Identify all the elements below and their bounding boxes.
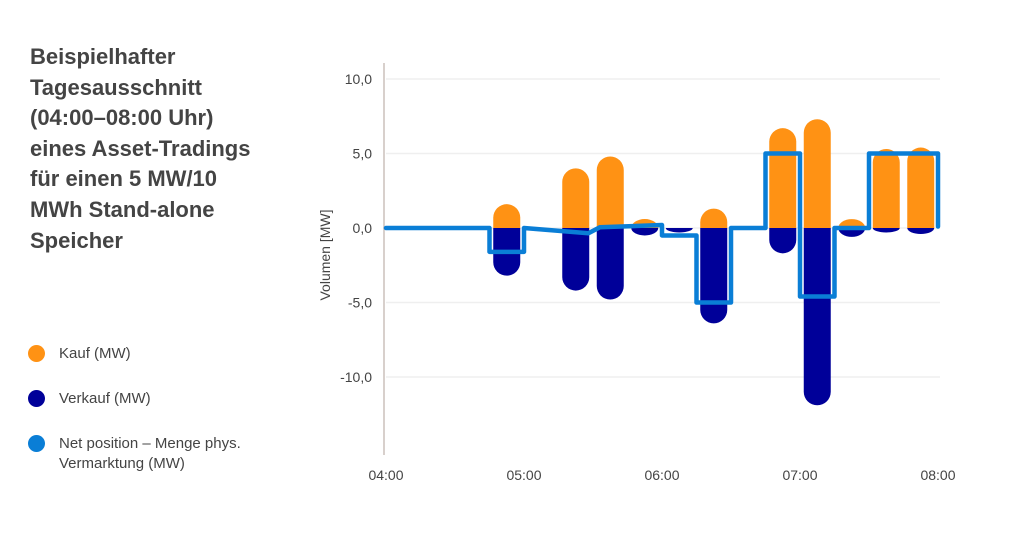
bar-verkauf <box>700 228 728 324</box>
bar-verkauf <box>803 228 831 406</box>
y-tick-label: -10,0 <box>340 369 372 385</box>
legend-item-net-position: Net position – Menge phys. Vermarktung (… <box>28 434 241 474</box>
title-line: Speicher <box>30 227 123 253</box>
bar-verkauf <box>631 228 659 236</box>
title-line: Beispielhafter <box>30 44 176 69</box>
legend-item-kauf: Kauf (MW) <box>28 344 131 364</box>
bar-kauf <box>872 149 900 228</box>
title-line: eines Asset-Tradings <box>30 135 251 161</box>
x-tick-label: 08:00 <box>920 467 955 483</box>
bar-kauf <box>493 204 521 228</box>
net-position-line <box>383 151 941 305</box>
x-tick-label: 06:00 <box>644 467 679 483</box>
x-tick-label: 04:00 <box>368 467 403 483</box>
legend-label: Verkauf (MW) <box>59 390 151 407</box>
legend-label-line: Net position – Menge phys. <box>59 435 241 452</box>
legend-label-line: Vermarktung (MW) <box>59 455 185 472</box>
legend-swatch-verkauf <box>28 390 45 407</box>
y-tick-label: -5,0 <box>348 295 372 311</box>
bar-kauf <box>769 128 797 228</box>
legend-swatch-net-position <box>28 435 45 452</box>
bar-kauf <box>907 147 935 228</box>
bar-kauf <box>803 119 831 228</box>
y-tick-label: 5,0 <box>353 146 373 162</box>
bar-kauf <box>596 156 624 228</box>
title-line: (04:00–08:00 Uhr) <box>30 105 214 131</box>
bar-verkauf <box>907 228 935 234</box>
bar-verkauf <box>562 228 590 291</box>
title-line: MWh Stand-alone <box>30 196 215 222</box>
legend-label: Kauf (MW) <box>59 345 131 362</box>
bar-verkauf <box>596 228 624 300</box>
y-tick-label: 0,0 <box>353 220 373 236</box>
legend-label: Net position – Menge phys. Vermarktung (… <box>59 434 241 474</box>
bar-kauf <box>562 168 590 228</box>
y-axis-label: Volumen [MW] <box>317 209 333 300</box>
y-tick-label: 10,0 <box>345 71 372 87</box>
x-tick-label: 05:00 <box>506 467 541 483</box>
chart-title: Beispielhafter Tagesausschnitt (04:00–08… <box>30 42 300 256</box>
legend-swatch-kauf <box>28 345 45 362</box>
x-tick-label: 07:00 <box>782 467 817 483</box>
title-line: Tagesausschnitt <box>30 74 202 100</box>
title-line: für einen 5 MW/10 <box>30 166 218 192</box>
bar-verkauf <box>769 228 797 254</box>
bar-kauf <box>700 208 728 228</box>
bar-verkauf <box>665 228 693 233</box>
bar-verkauf <box>872 228 900 233</box>
legend-item-verkauf: Verkauf (MW) <box>28 389 151 409</box>
